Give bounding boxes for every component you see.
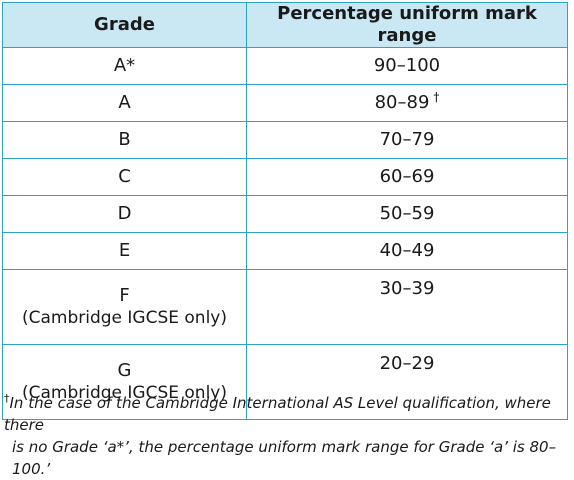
range-cell: 30–39 <box>246 269 568 345</box>
range-value: 30–39 <box>379 278 435 299</box>
range-value: 60–69 <box>379 166 435 187</box>
table-row: G (Cambridge IGCSE only) 20–29 <box>2 344 568 420</box>
range-value: 70–79 <box>379 129 435 150</box>
table-row: B 70–79 <box>2 121 568 159</box>
grade-cell: D <box>2 195 247 233</box>
footnote-line-1: In the case of the Cambridge Internation… <box>4 394 551 434</box>
grade-letter: A <box>118 92 131 113</box>
grade-letter: F <box>119 285 130 306</box>
table-row: A* 90–100 <box>2 47 568 85</box>
footnote-line-2: is no Grade ‘a*’, the percentage uniform… <box>12 438 557 478</box>
table-row: D 50–59 <box>2 195 568 233</box>
grade-cell: A <box>2 84 247 122</box>
table-row: A 80–89 † <box>2 84 568 122</box>
grade-column-header: Grade <box>2 2 247 48</box>
grade-letter: E <box>118 240 131 261</box>
grade-cell: F (Cambridge IGCSE only) <box>2 269 247 345</box>
table-row: C 60–69 <box>2 158 568 196</box>
footnote: †In the case of the Cambridge Internatio… <box>4 392 570 480</box>
range-value: 20–29 <box>379 353 435 374</box>
footnote-dagger: † <box>4 392 10 405</box>
grade-letter: G <box>117 360 132 381</box>
grade-note: (Cambridge IGCSE only) <box>21 383 227 403</box>
grade-cell: G (Cambridge IGCSE only) <box>2 344 247 420</box>
range-cell: 50–59 <box>246 195 568 233</box>
grade-letter: D <box>117 203 132 224</box>
grade-table: Grade Percentage uniform mark range A* 9… <box>2 2 568 420</box>
range-value: 80–89 <box>374 92 430 113</box>
range-value: 90–100 <box>373 55 441 76</box>
range-column-header: Percentage uniform mark range <box>246 2 568 48</box>
table-row: F (Cambridge IGCSE only) 30–39 <box>2 269 568 345</box>
grade-cell: C <box>2 158 247 196</box>
range-cell: 90–100 <box>246 47 568 85</box>
range-cell: 60–69 <box>246 158 568 196</box>
grade-letter: B <box>118 129 131 150</box>
grade-letter: C <box>118 166 131 187</box>
range-cell: 70–79 <box>246 121 568 159</box>
range-value: 50–59 <box>379 203 435 224</box>
grade-note: (Cambridge IGCSE only) <box>21 308 227 328</box>
grade-cell: B <box>2 121 247 159</box>
range-cell: 20–29 <box>246 344 568 420</box>
dagger-mark: † <box>433 90 440 104</box>
grade-cell: E <box>2 232 247 270</box>
table-header-row: Grade Percentage uniform mark range <box>2 2 568 48</box>
range-value: 40–49 <box>379 240 435 261</box>
grade-cell: A* <box>2 47 247 85</box>
range-cell: 40–49 <box>246 232 568 270</box>
grade-letter: A* <box>113 55 136 76</box>
range-cell: 80–89 † <box>246 84 568 122</box>
table-row: E 40–49 <box>2 232 568 270</box>
